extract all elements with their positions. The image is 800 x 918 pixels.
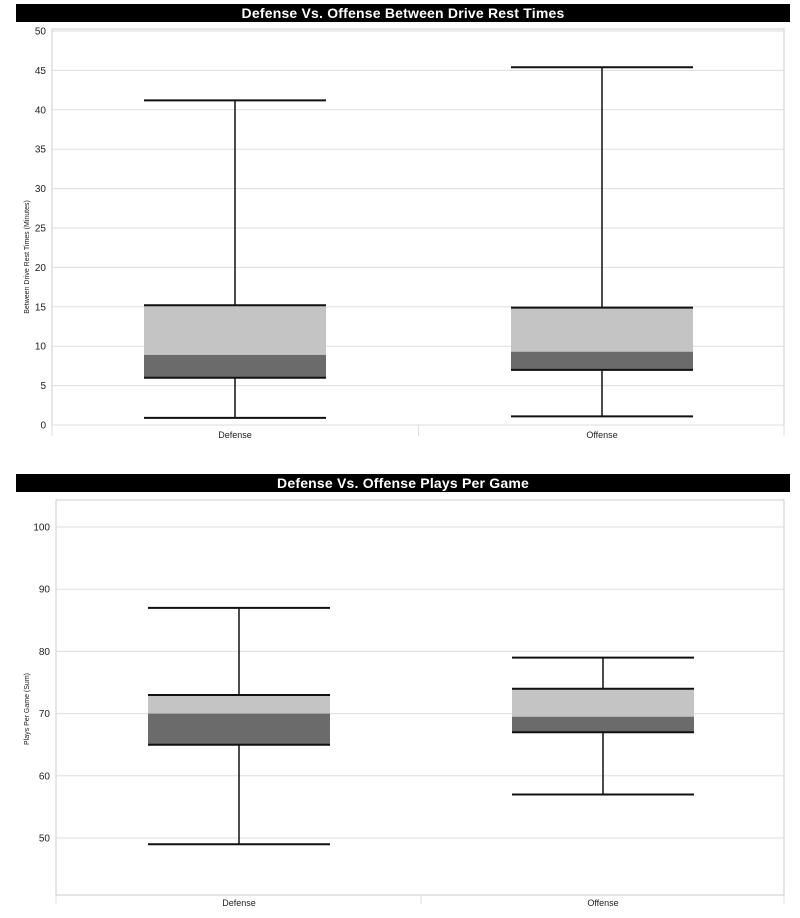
chart1-category-label: Defense (218, 430, 252, 440)
chart1-y-tick-label: 5 (40, 381, 46, 392)
chart1-offense-upper-box (511, 307, 693, 352)
chart2-y-tick-label: 100 (33, 523, 50, 534)
chart1-y-tick-label: 50 (35, 27, 47, 38)
chart2-category-label: Defense (222, 898, 256, 908)
chart1-y-tick-label: 25 (35, 224, 47, 235)
chart1-y-tick-label: 30 (35, 184, 47, 195)
chart1-y-tick-label: 0 (40, 421, 46, 432)
chart1-y-tick-label: 15 (35, 302, 47, 313)
chart1-y-tick-label: 20 (35, 263, 47, 274)
chart1-y-tick-label: 45 (35, 66, 47, 77)
chart2-title: Defense Vs. Offense Plays Per Game (16, 474, 790, 492)
chart1-y-tick-label: 35 (35, 145, 47, 156)
chart2-y-tick-label: 70 (39, 709, 51, 720)
chart2-offense-upper-box (512, 688, 694, 717)
chart1-category-label: Offense (586, 430, 617, 440)
chart2-category-label: Offense (587, 898, 618, 908)
chart1-title: Defense Vs. Offense Between Drive Rest T… (16, 4, 790, 22)
chart1-y-axis-label: Between Drive Rest Times (Minutes) (24, 200, 31, 314)
chart2-defense-lower-box (148, 713, 330, 745)
chart2-defense-upper-box (148, 694, 330, 714)
chart2-frame (55, 499, 785, 896)
chart2-y-tick-label: 60 (39, 771, 51, 782)
chart2-y-axis-label: Plays Per Game (Sum) (24, 673, 31, 745)
chart2-y-tick-label: 80 (39, 647, 51, 658)
chart1-plot: 0 5 10 15 20 25 30 35 40 45 50 Between Drive Rest T… (24, 27, 785, 440)
chart2-y-tick-label: 50 (39, 834, 51, 845)
chart1-defense-lower-box (144, 354, 326, 378)
chart1-defense-upper-box (144, 305, 326, 355)
chart2-plot: 50 60 70 80 90 100 Plays Per Game (Sum) Defense… (24, 499, 785, 908)
chart2-y-tick-label: 90 (39, 585, 51, 596)
chart2-offense-lower-box (512, 716, 694, 733)
chart1-offense-lower-box (511, 351, 693, 370)
chart1-y-tick-label: 10 (35, 342, 47, 353)
chart1-y-tick-label: 40 (35, 105, 47, 116)
